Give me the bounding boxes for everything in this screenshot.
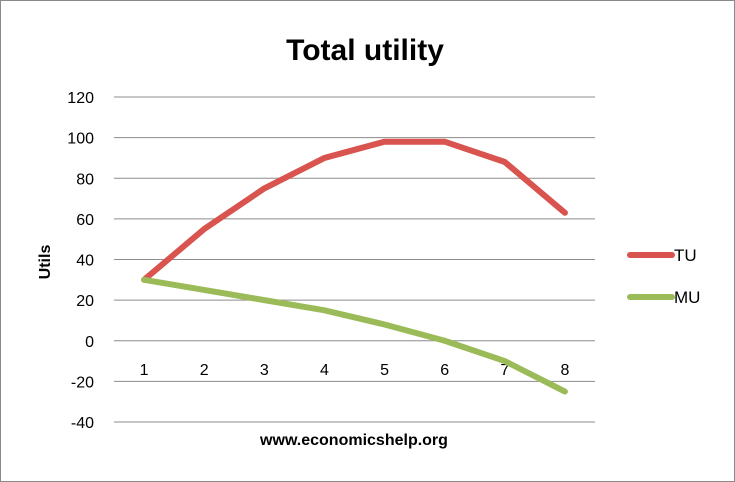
- x-tick-label: 5: [380, 362, 389, 379]
- y-tick-label: 40: [76, 253, 94, 270]
- y-axis-label: Utils: [37, 245, 54, 280]
- y-tick-label: 20: [76, 293, 94, 310]
- x-tick-label: 2: [200, 362, 209, 379]
- y-tick-label: 0: [85, 334, 94, 351]
- y-tick-label: 60: [76, 212, 94, 229]
- legend: TU MU: [627, 246, 700, 307]
- x-axis-label: www.economicshelp.org: [259, 432, 448, 449]
- y-tick-label: -20: [71, 374, 94, 391]
- x-tick-label: 6: [440, 362, 449, 379]
- series-lines: [141, 138, 568, 395]
- x-tick-label: 4: [320, 362, 329, 379]
- y-tick-label: -40: [71, 415, 94, 432]
- series-line-tu: [141, 138, 568, 283]
- legend-label-mu: MU: [674, 288, 700, 307]
- legend-label-tu: TU: [674, 246, 697, 265]
- y-tick-label: 120: [67, 90, 94, 107]
- x-tick-label: 1: [140, 362, 149, 379]
- x-tick-label: 8: [560, 362, 569, 379]
- x-tick-labels: 1 2 3 4 5 6 7 8: [140, 362, 570, 379]
- y-tick-label: 100: [67, 131, 94, 148]
- y-tick-label: 80: [76, 171, 94, 188]
- grid-lines: [114, 96, 595, 423]
- chart-title: Total utility: [286, 34, 444, 67]
- y-tick-labels: 120 100 80 60 40 20 0 -20 -40: [67, 90, 94, 432]
- x-tick-label: 7: [500, 362, 509, 379]
- x-tick-label: 3: [260, 362, 269, 379]
- series-line-mu: [141, 276, 568, 395]
